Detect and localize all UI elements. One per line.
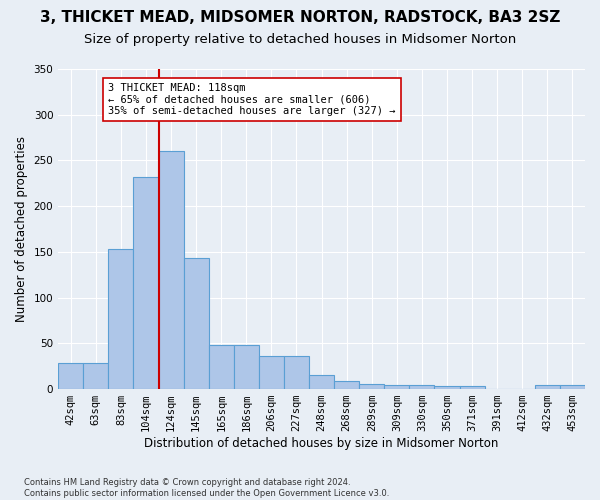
Bar <box>309 376 334 389</box>
Bar <box>234 345 259 389</box>
Text: Contains HM Land Registry data © Crown copyright and database right 2024.
Contai: Contains HM Land Registry data © Crown c… <box>24 478 389 498</box>
Text: 3 THICKET MEAD: 118sqm
← 65% of detached houses are smaller (606)
35% of semi-de: 3 THICKET MEAD: 118sqm ← 65% of detached… <box>109 82 396 116</box>
Bar <box>158 152 184 389</box>
Bar <box>184 258 209 389</box>
Bar <box>58 364 83 389</box>
Bar <box>434 386 460 389</box>
X-axis label: Distribution of detached houses by size in Midsomer Norton: Distribution of detached houses by size … <box>145 437 499 450</box>
Bar <box>560 386 585 389</box>
Bar <box>535 386 560 389</box>
Bar <box>284 356 309 389</box>
Bar <box>460 386 485 389</box>
Bar <box>209 345 234 389</box>
Bar <box>385 384 409 389</box>
Bar <box>109 249 133 389</box>
Bar <box>409 384 434 389</box>
Bar <box>334 381 359 389</box>
Text: 3, THICKET MEAD, MIDSOMER NORTON, RADSTOCK, BA3 2SZ: 3, THICKET MEAD, MIDSOMER NORTON, RADSTO… <box>40 10 560 25</box>
Bar <box>133 177 158 389</box>
Bar <box>259 356 284 389</box>
Bar <box>359 384 385 389</box>
Bar <box>83 364 109 389</box>
Y-axis label: Number of detached properties: Number of detached properties <box>15 136 28 322</box>
Text: Size of property relative to detached houses in Midsomer Norton: Size of property relative to detached ho… <box>84 32 516 46</box>
